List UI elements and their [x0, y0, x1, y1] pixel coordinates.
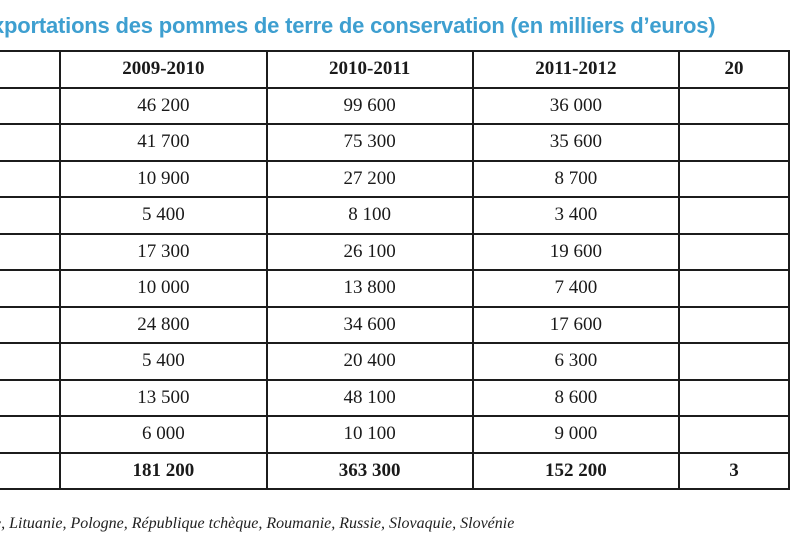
table-cell: 6 300	[471, 342, 680, 381]
table-cell	[677, 305, 791, 344]
table-cell: 48 100	[265, 378, 474, 417]
table-footnote: e, Lituanie, Pologne, République tchèque…	[0, 515, 515, 532]
table-cell: 34 600	[265, 305, 474, 344]
table-cell: 9 000	[471, 415, 680, 454]
table-row: 6 000 10 100 9 000	[0, 415, 791, 454]
table-cell: 5 400	[59, 342, 268, 381]
row-label	[0, 196, 62, 235]
total-cell: 3	[677, 451, 791, 490]
total-cell: 181 200	[59, 451, 268, 490]
table-cell	[677, 86, 791, 125]
table-cell: 13 500	[59, 378, 268, 417]
row-label	[0, 232, 62, 271]
table-cell: 41 700	[59, 123, 268, 162]
table-row: 5 400 8 100 3 400	[0, 196, 791, 235]
table-cell: 75 300	[265, 123, 474, 162]
row-label: be	[0, 269, 62, 308]
row-label	[0, 378, 62, 417]
table-cell	[677, 378, 791, 417]
row-label	[0, 305, 62, 344]
total-cell: 152 200	[471, 451, 680, 490]
table-row: 24 800 34 600 17 600	[0, 305, 791, 344]
table-title-bar: xportations des pommes de terre de conse…	[0, 0, 800, 50]
table-cell: 46 200	[59, 86, 268, 125]
table-cell: 13 800	[265, 269, 474, 308]
table-cell: 6 000	[59, 415, 268, 454]
table-cell: 10 100	[265, 415, 474, 454]
table-row: 41 700 75 300 35 600	[0, 123, 791, 162]
table-cell: 8 600	[471, 378, 680, 417]
header-cell-2009-2010: 2009-2010	[59, 50, 268, 89]
table-cell: 19 600	[471, 232, 680, 271]
header-row: 2009-2010 2010-2011 2011-2012 20	[0, 50, 791, 89]
table-cell: 5 400	[59, 196, 268, 235]
row-label	[0, 123, 62, 162]
table-row: 46 200 99 600 36 000	[0, 86, 791, 125]
table-cell: 26 100	[265, 232, 474, 271]
row-label	[0, 86, 62, 125]
table-cell	[677, 232, 791, 271]
table-cell: 20 400	[265, 342, 474, 381]
table-cell: 27 200	[265, 159, 474, 198]
header-cell-2011-2012: 2011-2012	[471, 50, 680, 89]
row-label	[0, 342, 62, 381]
table-row: 10 900 27 200 8 700	[0, 159, 791, 198]
table-title: xportations des pommes de terre de conse…	[0, 13, 716, 38]
header-cell-label	[0, 50, 62, 89]
row-label	[0, 159, 62, 198]
table-row: 13 500 48 100 8 600	[0, 378, 791, 417]
table-cell: 17 600	[471, 305, 680, 344]
table-cell: 3 400	[471, 196, 680, 235]
table-cell: 10 900	[59, 159, 268, 198]
table-cell: 17 300	[59, 232, 268, 271]
exports-table: 2009-2010 2010-2011 2011-2012 20 46 200 …	[0, 50, 791, 490]
table-cell: 8 700	[471, 159, 680, 198]
table-row: 5 400 20 400 6 300	[0, 342, 791, 381]
total-cell: 363 300	[265, 451, 474, 490]
table-cell: 35 600	[471, 123, 680, 162]
header-cell-partial: 20	[677, 50, 791, 89]
table-row: be 10 000 13 800 7 400	[0, 269, 791, 308]
total-label	[0, 451, 62, 490]
table-footnote-bar: e, Lituanie, Pologne, République tchèque…	[0, 512, 800, 542]
table-cell	[677, 196, 791, 235]
table-row: 17 300 26 100 19 600	[0, 232, 791, 271]
table-cell: 7 400	[471, 269, 680, 308]
table-cell	[677, 123, 791, 162]
header-cell-2010-2011: 2010-2011	[265, 50, 474, 89]
row-label	[0, 415, 62, 454]
table-cell: 36 000	[471, 86, 680, 125]
table-cell: 10 000	[59, 269, 268, 308]
table-cell	[677, 269, 791, 308]
table-cell: 8 100	[265, 196, 474, 235]
table-cell: 24 800	[59, 305, 268, 344]
table-cell	[677, 415, 791, 454]
total-row: 181 200 363 300 152 200 3	[0, 451, 791, 490]
table-cell	[677, 342, 791, 381]
table-cell	[677, 159, 791, 198]
table-cell: 99 600	[265, 86, 474, 125]
